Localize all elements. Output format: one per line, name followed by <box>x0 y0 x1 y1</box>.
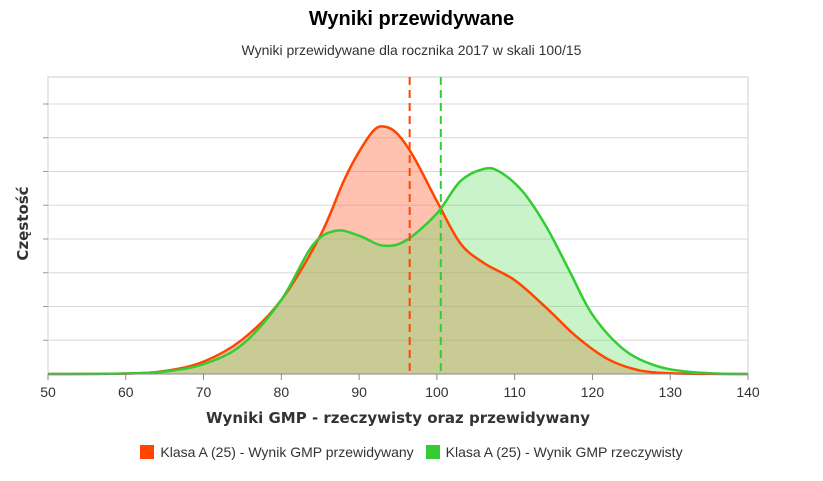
x-tick-label: 140 <box>736 384 760 400</box>
series-area-actual-line <box>47 166 749 376</box>
x-tick-label: 80 <box>274 384 290 400</box>
x-tick-label: 120 <box>581 384 605 400</box>
legend-swatch-predicted <box>140 445 155 459</box>
series-area-actual-fill <box>48 168 748 374</box>
series-area-predicted-line <box>47 125 749 376</box>
x-tick-label: 110 <box>504 384 527 400</box>
x-tick-label: 60 <box>118 384 134 400</box>
x-axis-title: Wyniki GMP - rzeczywisty oraz przewidywa… <box>206 409 590 427</box>
axes <box>47 373 749 380</box>
plot-frame <box>47 76 749 375</box>
chart-subtitle: Wyniki przewidywane dla rocznika 2017 w … <box>241 42 582 58</box>
legend-item-predicted[interactable]: Klasa A (25) - Wynik GMP przewidywany <box>140 444 414 460</box>
series-area-predicted-fill <box>48 126 748 374</box>
x-tick-label: 130 <box>659 384 683 400</box>
legend-item-actual[interactable]: Klasa A (25) - Wynik GMP rzeczywisty <box>425 444 683 460</box>
mean-lines <box>408 77 442 374</box>
x-tick-label: 70 <box>196 384 212 400</box>
grid <box>43 76 749 375</box>
x-tick-label: 90 <box>351 384 367 400</box>
x-tick-label: 100 <box>425 384 449 400</box>
y-axis-title: Częstość <box>14 186 32 260</box>
legend-swatch-actual <box>425 445 440 459</box>
legend: Klasa A (25) - Wynik GMP przewidywany Kl… <box>0 444 823 460</box>
legend-label-actual: Klasa A (25) - Wynik GMP rzeczywisty <box>445 444 683 460</box>
tick-labels: 50 60 70 80 90 100 110 120 130 140 <box>40 384 760 400</box>
chart-title: Wyniki przewidywane <box>308 8 515 30</box>
x-tick-label: 50 <box>40 384 56 400</box>
series-areas <box>47 125 749 376</box>
legend-label-predicted: Klasa A (25) - Wynik GMP przewidywany <box>160 444 414 460</box>
